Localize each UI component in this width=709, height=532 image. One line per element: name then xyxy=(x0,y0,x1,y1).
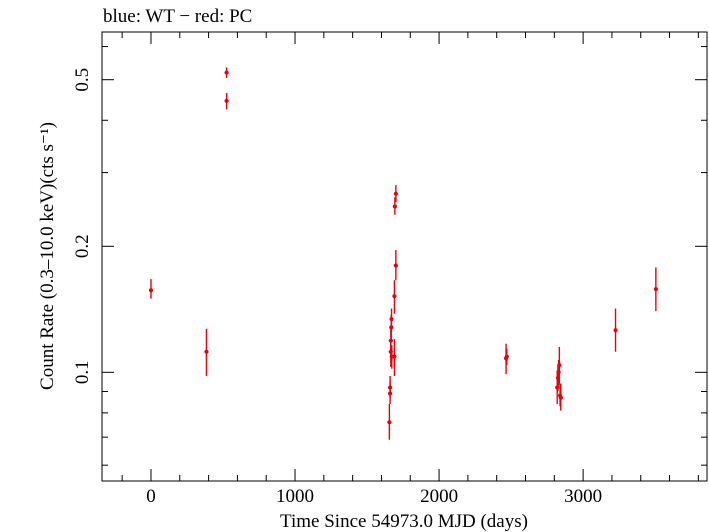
data-point xyxy=(393,249,398,281)
data-point xyxy=(392,280,397,314)
point-marker xyxy=(653,287,658,292)
y-tick-label: 0.2 xyxy=(72,234,93,258)
data-point xyxy=(558,383,563,411)
data-point xyxy=(653,267,658,312)
data-point xyxy=(224,67,229,78)
point-marker xyxy=(392,354,397,359)
data-point xyxy=(504,348,509,366)
point-marker xyxy=(388,391,393,396)
point-marker xyxy=(204,349,209,354)
data-point xyxy=(613,308,618,352)
x-tick-label: 3000 xyxy=(564,486,602,507)
point-marker xyxy=(388,338,393,343)
data-point xyxy=(557,346,562,384)
y-axis-title: Count Rate (0.3–10.0 keV)(cts s⁻¹) xyxy=(37,122,58,390)
data-point xyxy=(148,279,153,299)
x-axis-title: Time Since 54973.0 MJD (days) xyxy=(280,511,528,532)
point-marker xyxy=(558,395,563,400)
point-marker xyxy=(387,420,392,425)
data-point xyxy=(392,197,397,215)
point-marker xyxy=(613,328,618,333)
x-tick-label: 2000 xyxy=(420,486,458,507)
data-points xyxy=(148,67,658,440)
point-marker xyxy=(393,191,398,196)
x-tick-label: 0 xyxy=(146,486,156,507)
point-marker xyxy=(389,317,394,322)
point-marker xyxy=(393,263,398,268)
x-tick-label: 1000 xyxy=(276,486,314,507)
data-point xyxy=(224,92,229,110)
point-marker xyxy=(224,70,229,75)
data-point xyxy=(392,339,397,376)
plot-frame xyxy=(101,31,708,482)
point-marker xyxy=(224,98,229,103)
point-marker xyxy=(392,204,397,209)
point-marker xyxy=(557,363,562,368)
data-point xyxy=(387,404,392,440)
data-point xyxy=(393,185,398,203)
chart-title: blue: WT − red: PC xyxy=(103,6,252,27)
axis-ticks: 0 1000 2000 3000 0.1 0.2 0.5 xyxy=(72,32,707,507)
point-marker xyxy=(392,294,397,299)
point-marker xyxy=(504,354,509,359)
y-tick-label: 0.5 xyxy=(72,68,93,92)
data-point xyxy=(204,328,209,376)
y-tick-label: 0.1 xyxy=(72,360,93,384)
data-point xyxy=(389,308,394,331)
point-marker xyxy=(148,288,153,293)
data-point xyxy=(388,381,393,405)
